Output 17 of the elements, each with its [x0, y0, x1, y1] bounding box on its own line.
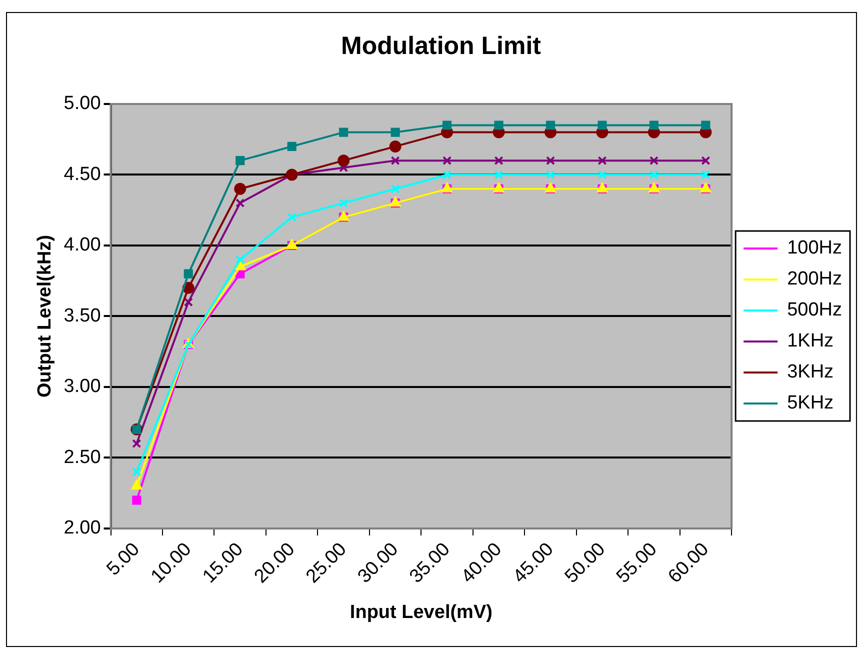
legend-label: 500Hz: [787, 300, 842, 321]
legend-label: 1KHz: [787, 330, 834, 352]
y-tick-label: 3.00: [64, 376, 101, 398]
x-axis-title: Input Level(mV): [350, 602, 492, 623]
legend-label: 3KHz: [787, 362, 834, 383]
legend-label: 5KHz: [787, 392, 834, 414]
y-tick-label: 4.50: [64, 164, 101, 185]
legend-label: 200Hz: [787, 268, 842, 290]
y-tick-label: 2.00: [64, 518, 101, 539]
y-tick-label: 5.00: [64, 93, 101, 114]
y-tick-label: 4.00: [64, 234, 101, 256]
legend-label: 100Hz: [787, 238, 842, 259]
chart-title: Modulation Limit: [341, 32, 542, 60]
y-tick-label: 3.50: [64, 305, 101, 326]
x-tick-label: 5.00: [102, 538, 144, 580]
y-axis-title: Output Level(kHz): [34, 234, 56, 398]
y-tick-label: 2.50: [64, 446, 101, 468]
